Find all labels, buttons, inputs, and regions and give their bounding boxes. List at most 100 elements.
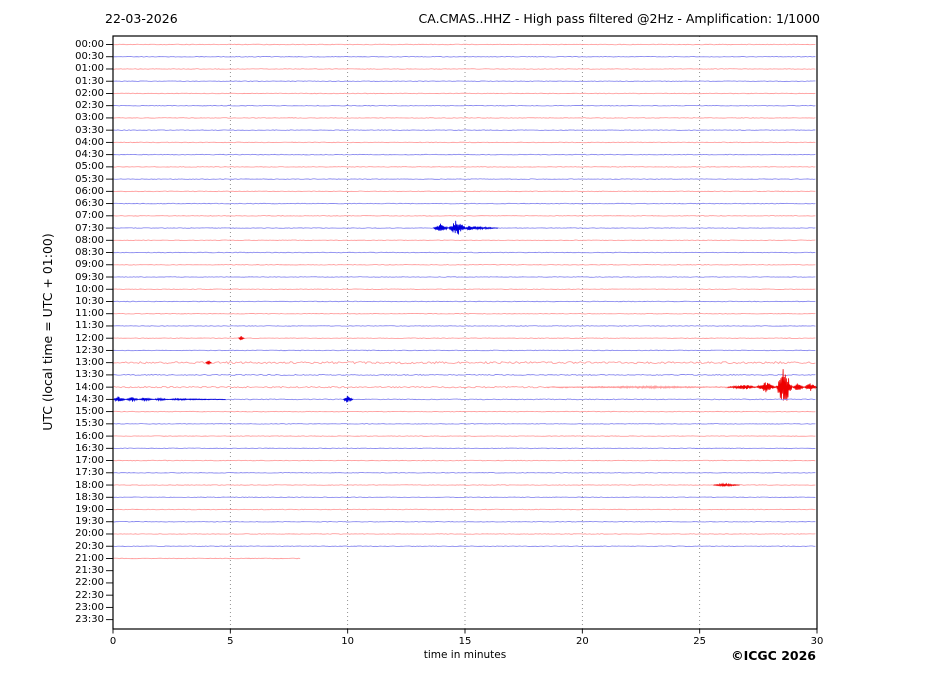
trace-07-00 bbox=[112, 215, 816, 217]
y-tick-label-02-00: 02:00 bbox=[75, 87, 104, 99]
event-14-00-3 bbox=[775, 369, 793, 401]
x-tick-label-20: 20 bbox=[575, 636, 589, 647]
y-tick-label-01-00: 01:00 bbox=[75, 63, 104, 75]
y-tick-label-22-00: 22:00 bbox=[75, 577, 104, 589]
y-tick-label-17-30: 17:30 bbox=[75, 467, 104, 479]
trace-15-30 bbox=[112, 423, 816, 425]
event-14-00-1 bbox=[727, 384, 757, 390]
event-14-30-4 bbox=[168, 397, 226, 402]
y-tick-label-19-00: 19:00 bbox=[75, 504, 104, 515]
trace-17-00 bbox=[112, 459, 816, 462]
trace-10-00 bbox=[112, 288, 816, 291]
y-tick-label-14-00: 14:00 bbox=[75, 381, 104, 393]
trace-08-30 bbox=[112, 251, 816, 254]
x-tick-label-5: 5 bbox=[227, 636, 234, 647]
y-tick-label-22-30: 22:30 bbox=[75, 589, 104, 601]
y-tick-label-12-30: 12:30 bbox=[75, 344, 104, 356]
trace-16-30 bbox=[112, 447, 816, 450]
trace-16-00 bbox=[112, 435, 816, 437]
trace-09-00 bbox=[112, 264, 816, 266]
trace-21-00 bbox=[112, 557, 301, 560]
y-tick-label-09-30: 09:30 bbox=[75, 271, 104, 283]
trace-06-30 bbox=[112, 202, 816, 205]
y-tick-label-02-30: 02:30 bbox=[75, 100, 104, 112]
trace-19-30 bbox=[112, 520, 816, 523]
y-tick-label-05-30: 05:30 bbox=[75, 173, 104, 185]
y-tick-label-07-30: 07:30 bbox=[75, 222, 104, 234]
y-tick-label-21-00: 21:00 bbox=[75, 552, 104, 564]
x-tick-label-15: 15 bbox=[458, 636, 472, 647]
trace-02-00 bbox=[112, 92, 816, 95]
y-tick-label-09-00: 09:00 bbox=[75, 259, 104, 271]
y-tick-label-05-00: 05:00 bbox=[75, 161, 104, 173]
x-axis-title: time in minutes bbox=[423, 649, 507, 661]
event-13-00-0 bbox=[205, 360, 212, 365]
x-tick-label-0: 0 bbox=[109, 636, 117, 647]
y-tick-label-11-30: 11:30 bbox=[75, 320, 104, 332]
trace-04-00 bbox=[112, 141, 816, 144]
y-tick-label-06-00: 06:00 bbox=[75, 185, 104, 197]
y-tick-label-23-00: 23:00 bbox=[75, 601, 104, 613]
x-tick-label-10: 10 bbox=[341, 636, 355, 647]
event-07-30-0 bbox=[432, 223, 449, 231]
trace-10-30 bbox=[112, 300, 816, 303]
y-tick-label-13-00: 13:00 bbox=[75, 357, 104, 369]
y-tick-label-01-30: 01:30 bbox=[75, 75, 104, 87]
trace-18-30 bbox=[112, 496, 816, 499]
y-tick-label-07-00: 07:00 bbox=[75, 210, 104, 222]
trace-00-30 bbox=[112, 55, 816, 58]
y-tick-label-11-00: 11:00 bbox=[75, 308, 104, 320]
y-tick-label-00-30: 00:30 bbox=[75, 51, 104, 63]
trace-09-30 bbox=[112, 276, 816, 278]
trace-20-30 bbox=[112, 545, 816, 547]
trace-05-30 bbox=[112, 178, 816, 180]
trace-15-00 bbox=[112, 410, 816, 413]
y-tick-label-17-00: 17:00 bbox=[75, 455, 104, 467]
trace-06-00 bbox=[112, 190, 816, 193]
trace-01-30 bbox=[112, 80, 816, 82]
trace-20-00 bbox=[112, 533, 816, 535]
y-tick-label-23-30: 23:30 bbox=[75, 614, 104, 626]
y-tick-label-04-00: 04:00 bbox=[75, 136, 104, 148]
copyright-text: ©ICGC 2026 bbox=[731, 648, 816, 663]
trace-01-00 bbox=[112, 68, 816, 70]
trace-14-30 bbox=[112, 398, 816, 401]
x-tick-label-30: 30 bbox=[810, 636, 824, 647]
trace-02-30 bbox=[112, 104, 816, 107]
trace-13-00 bbox=[112, 361, 816, 365]
trace-04-30 bbox=[112, 153, 816, 156]
y-tick-label-03-00: 03:00 bbox=[75, 112, 104, 124]
trace-08-00 bbox=[112, 239, 816, 242]
trace-12-30 bbox=[112, 349, 816, 352]
y-tick-label-10-30: 10:30 bbox=[75, 295, 104, 307]
y-tick-label-16-00: 16:00 bbox=[75, 430, 104, 442]
y-tick-label-06-30: 06:30 bbox=[75, 198, 104, 210]
y-tick-label-16-30: 16:30 bbox=[75, 442, 104, 454]
event-18-00-0 bbox=[713, 482, 740, 488]
event-14-30-5 bbox=[343, 395, 354, 403]
y-tick-label-13-30: 13:30 bbox=[75, 369, 104, 381]
trace-03-30 bbox=[112, 129, 816, 131]
y-tick-label-21-30: 21:30 bbox=[75, 565, 104, 577]
y-tick-label-08-30: 08:30 bbox=[75, 247, 104, 259]
date-title: 22-03-2026 bbox=[105, 11, 178, 26]
y-tick-label-08-00: 08:00 bbox=[75, 234, 104, 246]
y-tick-label-00-00: 00:00 bbox=[75, 39, 104, 50]
event-14-00-5 bbox=[803, 383, 818, 391]
y-tick-label-20-30: 20:30 bbox=[75, 540, 104, 552]
trace-03-00 bbox=[112, 117, 816, 119]
y-tick-label-10-00: 10:00 bbox=[75, 283, 104, 295]
event-07-30-2 bbox=[464, 225, 498, 231]
trace-19-00 bbox=[112, 508, 816, 511]
trace-11-00 bbox=[112, 312, 816, 315]
y-tick-label-12-00: 12:00 bbox=[75, 332, 104, 344]
event-14-00-0 bbox=[546, 384, 728, 390]
y-tick-label-19-30: 19:30 bbox=[75, 516, 104, 528]
event-07-30-1 bbox=[448, 220, 467, 235]
x-tick-label-25: 25 bbox=[693, 636, 707, 647]
event-14-00-2 bbox=[755, 382, 777, 393]
plot-title: CA.CMAS..HHZ - High pass filtered @2Hz -… bbox=[418, 11, 820, 26]
y-tick-label-15-30: 15:30 bbox=[75, 418, 104, 430]
